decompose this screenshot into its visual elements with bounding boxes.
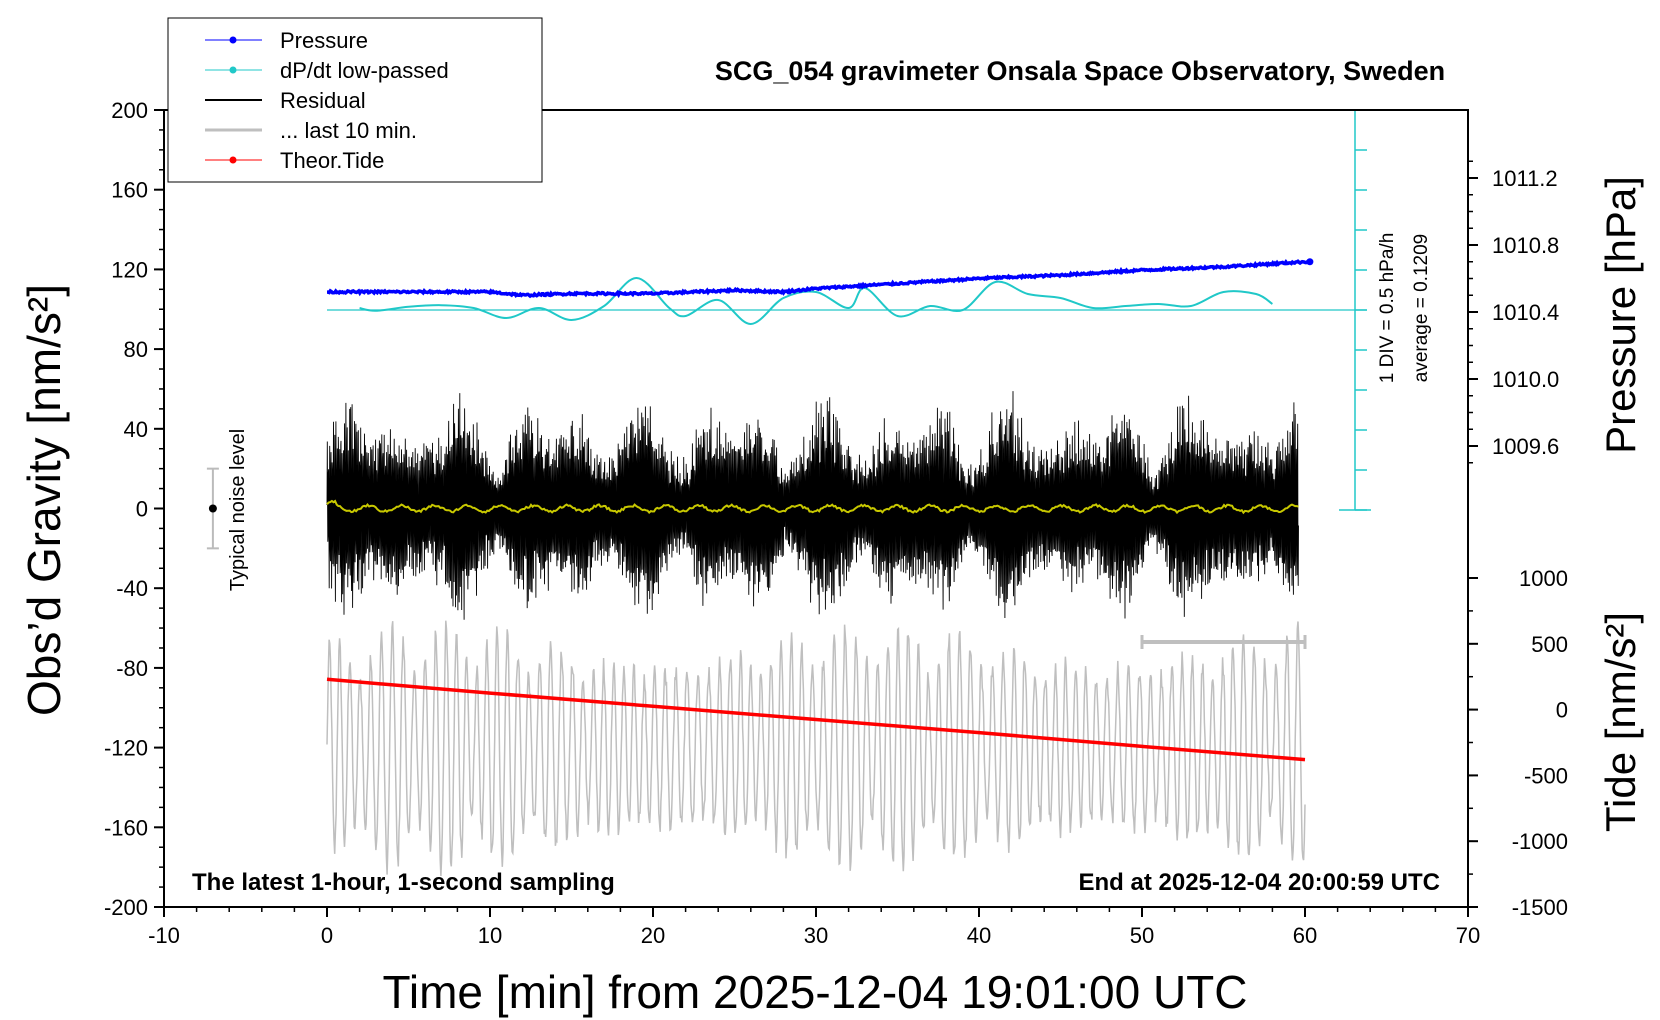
- series-dpdt-low-passed: [359, 276, 1273, 326]
- legend-label: Theor.Tide: [280, 148, 384, 173]
- x-tick-label: 0: [321, 923, 333, 948]
- legend-marker: [229, 156, 237, 164]
- x-tick-label: 60: [1293, 923, 1317, 948]
- pressure-tick-label: 1010.4: [1492, 300, 1559, 325]
- x-axis-title: Time [min] from 2025-12-04 19:01:00 UTC: [383, 966, 1248, 1018]
- y-tick-label: -80: [116, 656, 148, 681]
- pressure-tick-label: 1010.0: [1492, 367, 1559, 392]
- pressure-tick-label: 1009.6: [1492, 434, 1559, 459]
- legend-label: ... last 10 min.: [280, 118, 417, 143]
- x-tick-label: 30: [804, 923, 828, 948]
- legend-marker: [229, 66, 237, 74]
- noise-level-point: [208, 504, 217, 513]
- tide-tick-label: 0: [1556, 698, 1568, 723]
- series-pressure: [327, 258, 1311, 299]
- y-tick-label: 200: [111, 98, 148, 123]
- tide-tick-label: 1000: [1519, 566, 1568, 591]
- x-tick-label: -10: [148, 923, 180, 948]
- y-axis-tide: 1000 500 0 -500 -1000 -1500: [1468, 566, 1568, 920]
- sampling-note: The latest 1-hour, 1-second sampling: [192, 869, 615, 896]
- y-tick-label: 0: [136, 497, 148, 522]
- tide-tick-label: -1000: [1512, 829, 1568, 854]
- pressure-tick-label: 1011.2: [1492, 166, 1558, 191]
- y-axis-left-title: Obs’d Gravity [nm/s²]: [18, 284, 70, 716]
- pressure-point: [1306, 258, 1314, 266]
- y-tick-label: 120: [111, 257, 148, 282]
- scale-div-label: 1 DIV = 0.5 hPa/h: [1377, 233, 1398, 384]
- legend: Pressure dP/dt low-passed Residual ... last…: [167, 17, 543, 183]
- y-axis-pressure: 1011.2 1010.8 1010.4 1010.0 1009.6: [1468, 160, 1559, 464]
- tide-tick-label: 500: [1531, 632, 1568, 657]
- legend-label: Pressure: [280, 28, 368, 53]
- legend-label: Residual: [280, 88, 366, 113]
- legend-marker: [229, 36, 237, 44]
- pressure-axis-title: Pressure [hPa]: [1597, 176, 1644, 454]
- x-tick-label: 50: [1130, 923, 1154, 948]
- x-tick-label: 70: [1456, 923, 1480, 948]
- pressure-tick-label: 1010.8: [1492, 233, 1559, 258]
- noise-level-label: Typical noise level: [227, 429, 249, 591]
- scale-average-label: average = 0.1209: [1411, 234, 1432, 382]
- y-tick-label: -200: [104, 895, 148, 920]
- y-tick-label: -160: [104, 815, 148, 840]
- x-tick-label: 40: [967, 923, 991, 948]
- x-axis: -10 0 10 20 30 40 50 60 70: [148, 907, 1480, 948]
- tide-tick-label: -1500: [1512, 895, 1568, 920]
- x-tick-label: 10: [478, 923, 502, 948]
- end-time-note: End at 2025-12-04 20:00:59 UTC: [1079, 869, 1441, 896]
- series-last-10-min: [326, 620, 1306, 877]
- legend-label: dP/dt low-passed: [280, 58, 449, 83]
- y-tick-label: 160: [111, 178, 148, 203]
- data-layer: [206, 109, 1371, 877]
- series-theor-tide: [326, 677, 1306, 762]
- chart-title: SCG_054 gravimeter Onsala Space Observat…: [715, 56, 1445, 86]
- y-tick-label: -120: [104, 736, 148, 761]
- x-tick-label: 20: [641, 923, 665, 948]
- series-residual: [326, 391, 1299, 620]
- y-tick-label: 40: [124, 417, 148, 442]
- y-axis-left: 200 160 120 80 40 0 -40 -80 -120 -160 -200: [104, 98, 164, 920]
- tide-axis-title: Tide [nm/s²]: [1597, 612, 1644, 832]
- y-tick-label: 80: [124, 337, 148, 362]
- tide-tick-label: -500: [1524, 763, 1568, 788]
- series-residual-smoothed: [326, 499, 1299, 515]
- y-tick-label: -40: [116, 576, 148, 601]
